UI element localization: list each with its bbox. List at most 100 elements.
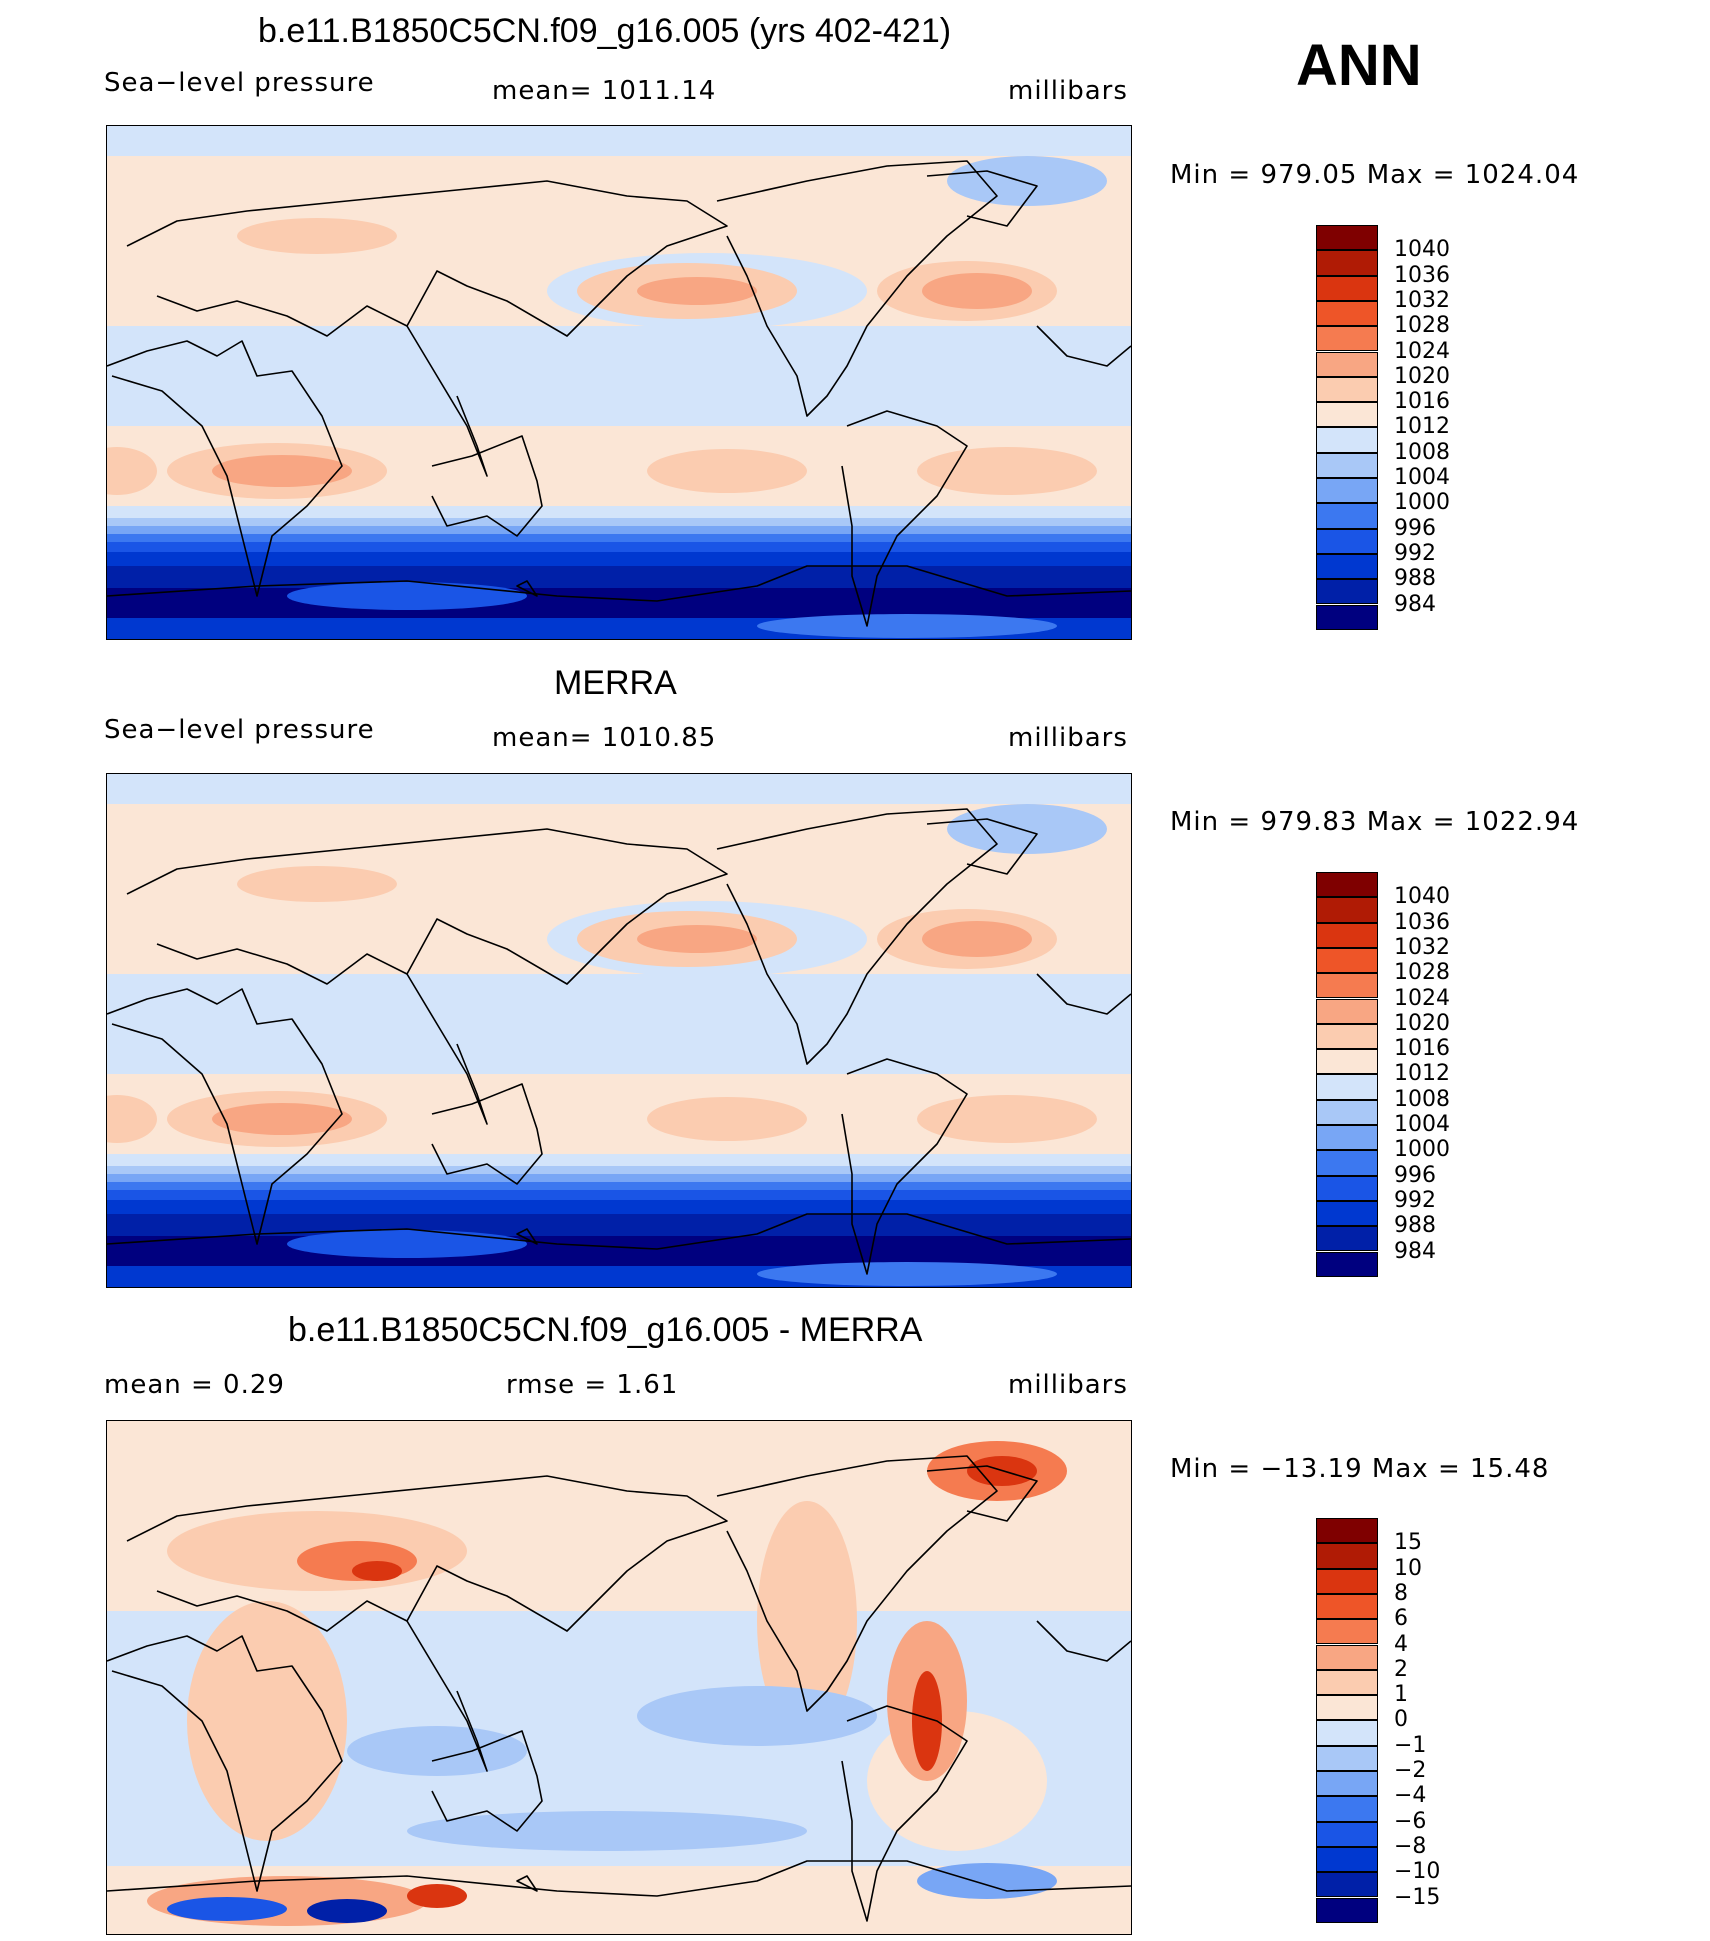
panel-3-units-label: millibars [1008, 1370, 1128, 1400]
colorbar-tick-label: 1020 [1394, 1010, 1450, 1036]
colorbar-swatch [1316, 1200, 1378, 1227]
colorbar-tick-label: 1016 [1394, 1036, 1450, 1062]
colorbar-tick-label: 1024 [1394, 338, 1450, 364]
colorbar-tick-label: 992 [1394, 1187, 1436, 1213]
colorbar-swatch [1316, 947, 1378, 974]
colorbar-swatch [1316, 225, 1378, 251]
colorbar-tick-label: 4 [1394, 1631, 1408, 1657]
colorbar-tick-label: 1012 [1394, 414, 1450, 440]
colorbar-tick-label: 15 [1394, 1530, 1422, 1556]
colorbar-tick-label: 2 [1394, 1656, 1408, 1682]
colorbar-tick-label: 10 [1394, 1555, 1422, 1581]
colorbar-swatch [1316, 402, 1378, 428]
colorbar-swatch [1316, 1872, 1378, 1898]
panel-3-title: b.e11.B1850C5CN.f09_g16.005 - MERRA [288, 1311, 923, 1349]
colorbar-swatch [1316, 1226, 1378, 1252]
colorbar-tick-label: 1024 [1394, 985, 1450, 1011]
colorbar-swatch [1316, 1695, 1378, 1721]
colorbar-swatch [1316, 998, 1378, 1024]
colorbar-tick-label: 6 [1394, 1606, 1408, 1632]
colorbar-tick-label: 996 [1394, 515, 1436, 541]
panel-1-map [106, 125, 1132, 640]
colorbar-tick-label: −8 [1394, 1833, 1427, 1859]
colorbar-tick-label: 1036 [1394, 262, 1450, 288]
panel-1-variable-label: Sea−level pressure [104, 68, 375, 98]
colorbar-swatch [1316, 1796, 1378, 1822]
colorbar-tick-label: −10 [1394, 1859, 1441, 1885]
colorbar-swatch [1316, 1593, 1378, 1620]
colorbar-tick-label: 1004 [1394, 465, 1450, 490]
colorbar-tick-label: −6 [1394, 1808, 1427, 1834]
colorbar-swatch [1316, 1720, 1378, 1746]
panel-2-units-label: millibars [1008, 723, 1128, 753]
colorbar-tick-label: 984 [1394, 1238, 1436, 1264]
colorbar-swatch [1316, 872, 1378, 898]
colorbar-tick-label: 1 [1394, 1682, 1408, 1708]
colorbar-swatch [1316, 1821, 1378, 1847]
colorbar-swatch [1316, 1644, 1378, 1670]
colorbar-tick-label: 1040 [1394, 237, 1450, 263]
colorbar-swatch [1316, 604, 1378, 630]
colorbar-tick-label: 1004 [1394, 1112, 1450, 1137]
colorbar-swatch [1316, 503, 1378, 529]
colorbar-swatch [1316, 300, 1378, 327]
panel-1-mean-label: mean= 1011.14 [492, 76, 717, 106]
colorbar-swatch [1316, 922, 1378, 948]
colorbar-swatch [1316, 579, 1378, 605]
colorbar-tick-label: 988 [1394, 566, 1436, 592]
panel-1-minmax: Min = 979.05 Max = 1024.04 [1170, 160, 1580, 190]
panel-3-minmax: Min = −13.19 Max = 15.48 [1170, 1454, 1550, 1484]
colorbar-tick-label: 1008 [1394, 1086, 1450, 1112]
colorbar-swatch [1316, 1125, 1378, 1151]
panel-2-mean-label: mean= 1010.85 [492, 723, 717, 753]
colorbar-swatch [1316, 897, 1378, 923]
colorbar-swatch [1316, 1150, 1378, 1176]
colorbar-swatch [1316, 1074, 1378, 1100]
colorbar-swatch [1316, 1251, 1378, 1277]
colorbar-swatch [1316, 452, 1378, 478]
colorbar-swatch [1316, 275, 1378, 301]
colorbar-tick-label: 1036 [1394, 909, 1450, 935]
panel-3-map [106, 1420, 1132, 1935]
colorbar-tick-label: 1040 [1394, 884, 1450, 910]
colorbar-swatch [1316, 1023, 1378, 1050]
colorbar-tick-label: 988 [1394, 1213, 1436, 1239]
colorbar-tick-label: −2 [1394, 1758, 1427, 1783]
colorbar-swatch [1316, 1669, 1378, 1696]
colorbar-tick-label: −1 [1394, 1732, 1427, 1758]
colorbar-swatch [1316, 326, 1378, 352]
panel-2-minmax: Min = 979.83 Max = 1022.94 [1170, 807, 1580, 837]
panel-2-map [106, 773, 1132, 1288]
colorbar-swatch [1316, 1049, 1378, 1075]
colorbar-tick-label: 8 [1394, 1580, 1408, 1606]
colorbar-tick-label: 1020 [1394, 363, 1450, 389]
panel-2-variable-label: Sea−level pressure [104, 715, 375, 745]
colorbar-tick-label: 992 [1394, 540, 1436, 566]
panel-2-title: MERRA [554, 664, 677, 702]
colorbar-swatch [1316, 250, 1378, 276]
colorbar-swatch [1316, 1568, 1378, 1594]
colorbar-swatch [1316, 1543, 1378, 1569]
panel-2-colorbar: 1040 1036 1032 1028 1024 1020 1016 1012 1008 1004… [1316, 872, 1450, 1277]
colorbar-swatch [1316, 1518, 1378, 1544]
colorbar-swatch [1316, 1771, 1378, 1797]
panel-1-colorbar: 1040 1036 1032 1028 1024 1020 1016 1012 1008 1004… [1316, 225, 1450, 630]
colorbar-swatch [1316, 553, 1378, 580]
colorbar-tick-label: 1000 [1394, 490, 1450, 516]
colorbar-swatch [1316, 1897, 1378, 1923]
season-label: ANN [1296, 33, 1422, 98]
colorbar-tick-label: 1008 [1394, 439, 1450, 465]
colorbar-swatch [1316, 1619, 1378, 1645]
colorbar-tick-label: 1012 [1394, 1061, 1450, 1087]
panel-3-mean-label: mean = 0.29 [104, 1370, 285, 1400]
colorbar-tick-label: 996 [1394, 1162, 1436, 1188]
colorbar-swatch [1316, 427, 1378, 453]
panel-3-colorbar: 15 10 8 6 4 2 1 0 −1 −2 −4 −6 −8 −10 −15 [1316, 1518, 1440, 1923]
colorbar-tick-label: 1028 [1394, 960, 1450, 986]
colorbar-swatch [1316, 1745, 1378, 1771]
colorbar-tick-label: −15 [1394, 1884, 1441, 1910]
colorbar-swatch [1316, 1846, 1378, 1873]
colorbar-swatch [1316, 1099, 1378, 1125]
colorbar-swatch [1316, 376, 1378, 403]
